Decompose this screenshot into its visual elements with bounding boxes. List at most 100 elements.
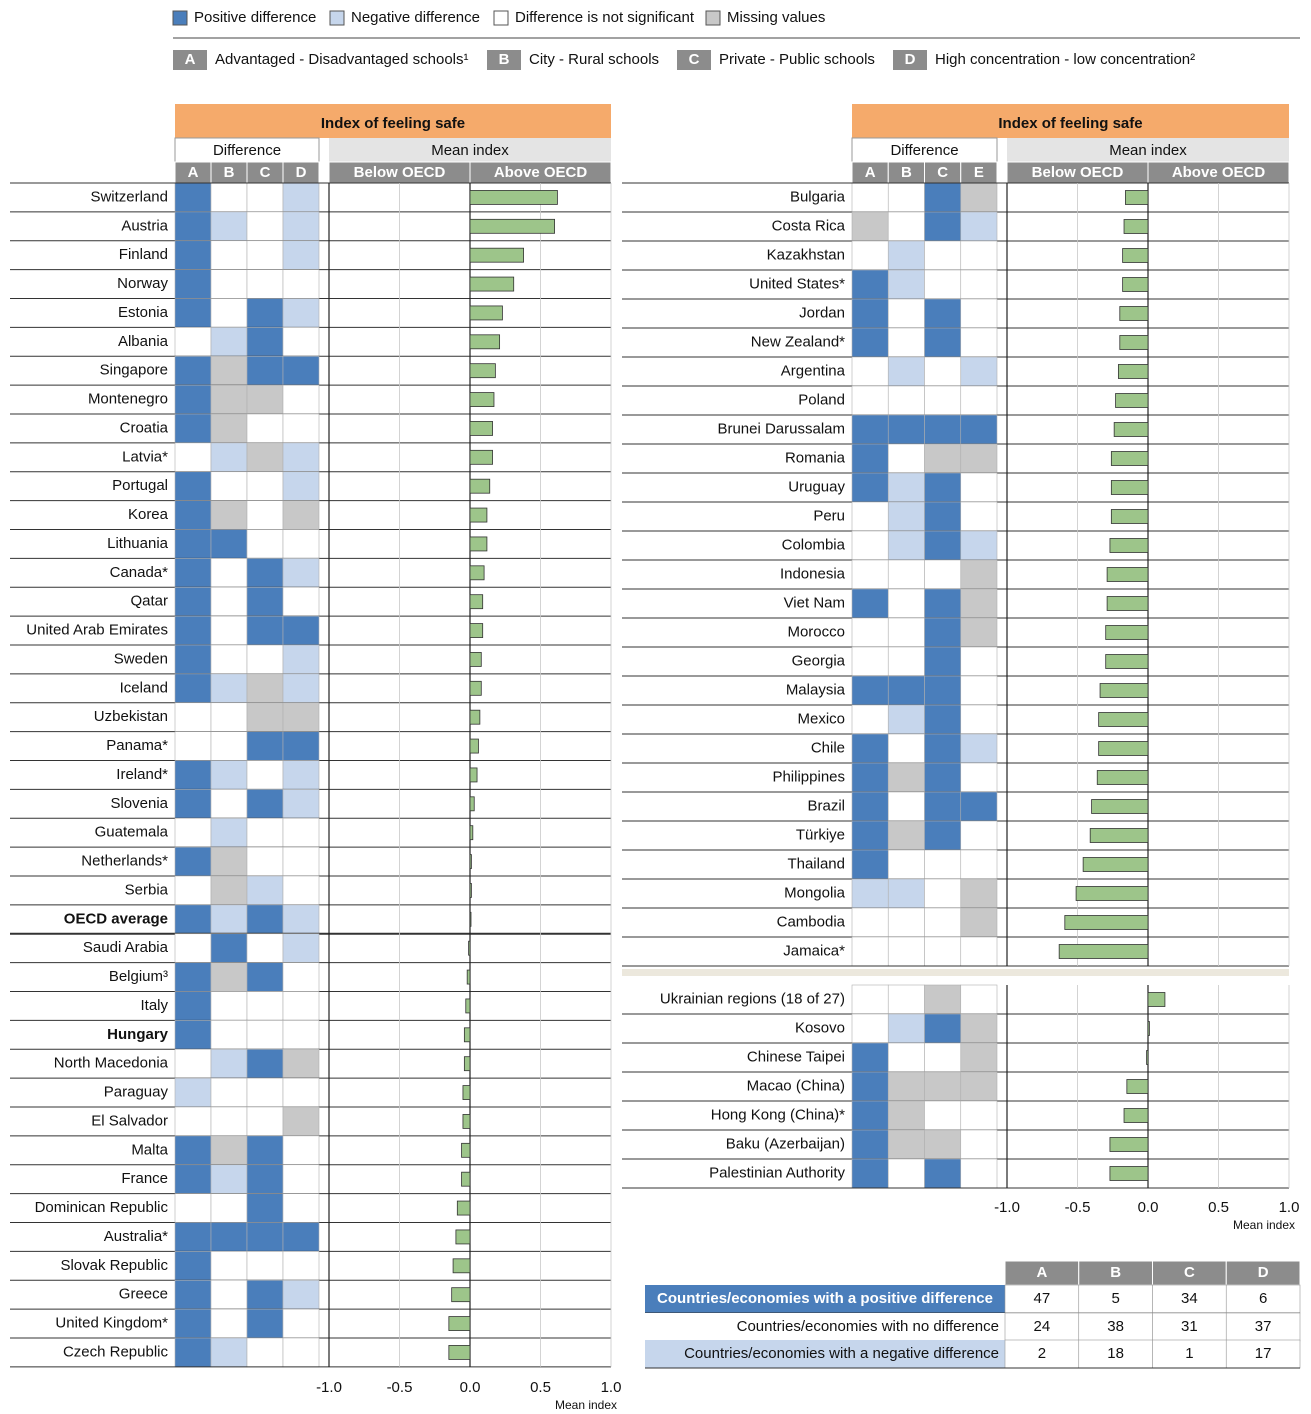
country-label: Saudi Arabia xyxy=(83,939,169,956)
summary-header xyxy=(1225,1260,1301,1286)
column-letter: B xyxy=(901,164,912,181)
difference-cell xyxy=(246,269,284,299)
summary-label: Countries/economies with no difference xyxy=(737,1318,999,1335)
difference-cell xyxy=(924,443,962,474)
difference-cell xyxy=(174,1279,212,1310)
panel-title: Index of feeling safe xyxy=(998,115,1142,132)
difference-cell xyxy=(960,936,998,967)
difference-cell xyxy=(960,1129,998,1160)
difference-cell xyxy=(960,1042,998,1073)
bar xyxy=(462,1085,471,1100)
difference-cell xyxy=(282,1106,320,1137)
difference-cell xyxy=(210,384,248,415)
difference-cell xyxy=(851,1100,889,1131)
difference-cell xyxy=(246,615,284,646)
difference-cell xyxy=(924,1100,962,1131)
difference-cell xyxy=(851,443,889,474)
country-label: France xyxy=(121,1170,168,1187)
difference-cell xyxy=(924,269,962,300)
difference-cell xyxy=(887,704,925,735)
country-label: Chinese Taipei xyxy=(747,1048,845,1065)
difference-header-label: Difference xyxy=(890,142,958,159)
difference-cell xyxy=(960,385,998,416)
bar xyxy=(1126,1079,1149,1094)
bar xyxy=(1109,538,1149,553)
difference-cell xyxy=(210,644,248,675)
difference-cell xyxy=(924,472,962,503)
bar xyxy=(463,1056,471,1072)
difference-cell xyxy=(960,1013,998,1044)
summary-label-cell xyxy=(645,1285,1005,1313)
country-label: Greece xyxy=(119,1286,168,1303)
bar xyxy=(466,969,471,985)
difference-cell xyxy=(851,617,889,648)
difference-cell xyxy=(282,1222,320,1252)
difference-cell xyxy=(851,791,889,822)
difference-cell xyxy=(246,529,284,559)
country-label: Türkiye xyxy=(796,826,845,843)
bar xyxy=(469,738,479,754)
difference-cell xyxy=(246,355,284,386)
difference-cell xyxy=(174,1308,212,1339)
legend-label: Positive difference xyxy=(194,9,316,26)
difference-header xyxy=(174,137,320,163)
difference-cell xyxy=(246,1251,284,1281)
bar xyxy=(1122,248,1149,263)
difference-cell xyxy=(282,1164,320,1194)
difference-cell xyxy=(210,760,248,790)
country-label: Romania xyxy=(785,449,846,466)
difference-cell xyxy=(282,673,320,704)
difference-cell xyxy=(210,1020,248,1050)
difference-cell xyxy=(851,1013,889,1044)
difference-cell xyxy=(924,414,962,445)
difference-cell xyxy=(210,1251,248,1281)
bar xyxy=(1125,190,1149,205)
difference-cell xyxy=(282,962,320,992)
separator xyxy=(622,969,1289,976)
summary-label-cell xyxy=(645,1313,1005,1341)
difference-cell xyxy=(210,1222,248,1252)
difference-cell xyxy=(210,529,248,559)
country-label: Australia* xyxy=(104,1228,168,1245)
difference-cell xyxy=(210,615,248,646)
difference-cell xyxy=(851,936,889,967)
key-label: High concentration - low concentration² xyxy=(935,51,1195,68)
country-label: Qatar xyxy=(130,593,168,610)
bar xyxy=(1113,422,1149,437)
country-label: Baku (Azerbaijan) xyxy=(726,1135,845,1152)
summary-column: C xyxy=(1184,1264,1195,1281)
country-label: Paraguay xyxy=(104,1084,169,1101)
difference-cell xyxy=(282,702,320,732)
difference-cell xyxy=(960,984,998,1015)
difference-cell xyxy=(210,471,248,501)
below-label: Below OECD xyxy=(1032,164,1124,181)
x-tick-label: -1.0 xyxy=(316,1379,342,1396)
difference-cell xyxy=(174,355,212,386)
difference-cell xyxy=(887,443,925,474)
country-label: Colombia xyxy=(782,536,846,553)
summary-value: 47 xyxy=(1034,1290,1051,1307)
bar xyxy=(1091,799,1149,814)
difference-cell xyxy=(887,414,925,445)
country-label: Estonia xyxy=(118,304,169,321)
difference-cell xyxy=(246,586,284,617)
bar xyxy=(1082,857,1149,872)
difference-cell xyxy=(246,1048,284,1079)
title-band xyxy=(852,104,1289,138)
bar xyxy=(469,825,474,841)
difference-cell xyxy=(210,211,248,242)
difference-cell xyxy=(960,588,998,619)
country-label: Uzbekistan xyxy=(94,708,168,725)
country-label: Sweden xyxy=(114,650,168,667)
difference-cell xyxy=(282,471,320,501)
legend-label: Negative difference xyxy=(351,9,480,26)
difference-cell xyxy=(174,529,212,559)
summary-cell xyxy=(1225,1339,1301,1369)
bar xyxy=(448,1316,471,1331)
bar xyxy=(1147,1021,1150,1036)
difference-cell xyxy=(887,530,925,561)
difference-cell xyxy=(282,1193,320,1223)
difference-cell xyxy=(282,298,320,328)
x-axis-label: Mean index xyxy=(1233,1218,1295,1232)
difference-cell xyxy=(851,1158,889,1189)
